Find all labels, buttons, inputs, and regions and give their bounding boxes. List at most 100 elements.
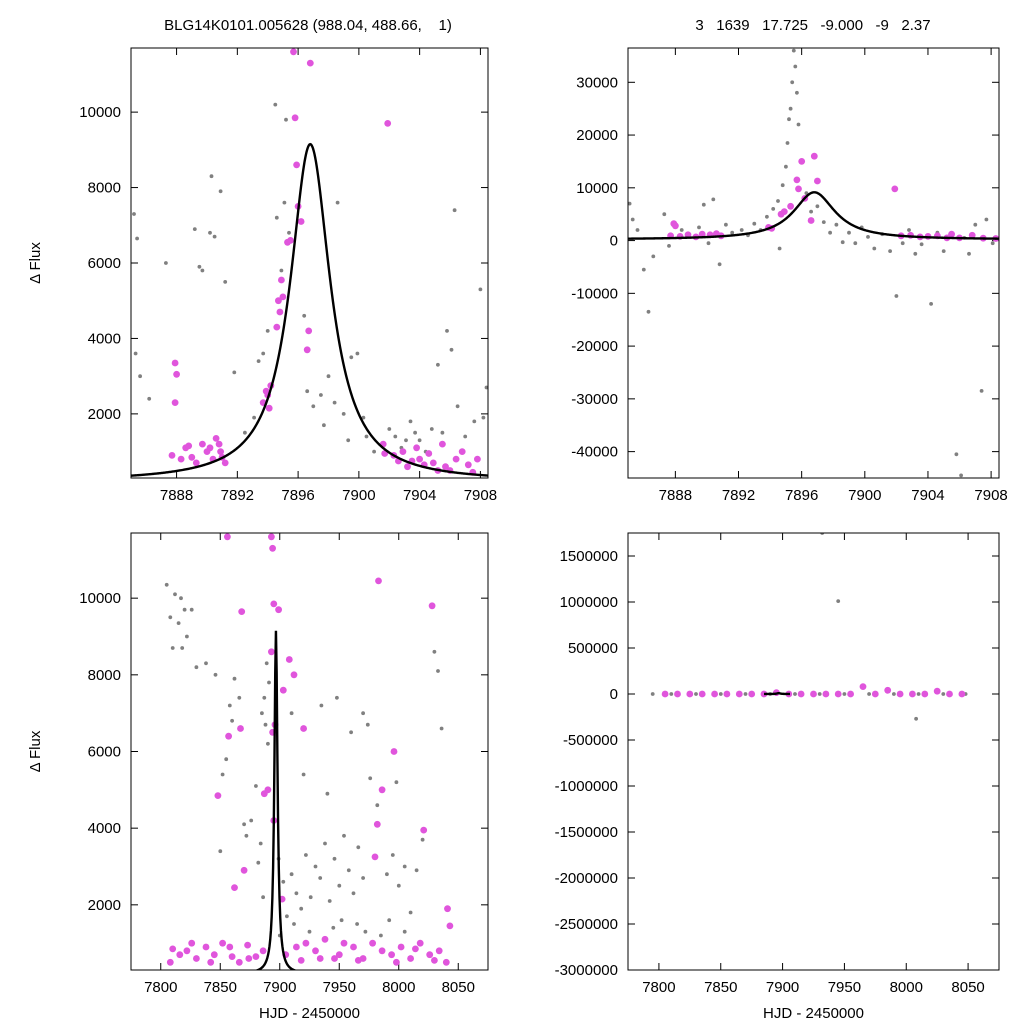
magenta-data-point <box>291 114 299 122</box>
points-group <box>628 48 999 478</box>
gray-data-point <box>954 452 959 457</box>
magenta-data-point <box>177 455 185 463</box>
gray-data-point <box>821 220 826 225</box>
gray-data-point <box>840 240 845 245</box>
y-tick-label: 2000 <box>88 406 121 423</box>
gray-data-point <box>220 772 225 777</box>
gray-data-point <box>212 234 217 239</box>
magenta-data-point <box>273 323 281 331</box>
gray-data-point <box>372 449 376 454</box>
gray-data-point <box>244 833 249 838</box>
gray-data-point <box>791 48 796 53</box>
magenta-data-point <box>193 955 200 962</box>
magenta-data-point <box>373 820 381 828</box>
gray-data-point <box>872 246 877 251</box>
gray-data-point <box>135 236 140 241</box>
magenta-data-point <box>268 533 275 541</box>
magenta-data-point <box>698 690 706 698</box>
panels-group: 2000 4000 6000 8000 10000 7888 7892 7896 7900 790… <box>27 47 1008 1022</box>
magenta-data-point <box>371 853 379 861</box>
magenta-data-point <box>822 690 830 698</box>
gray-data-point <box>361 876 365 880</box>
gray-data-point <box>776 199 780 203</box>
x-tick-label: 7904 <box>403 487 436 504</box>
x-tick-label: 7900 <box>263 979 296 996</box>
y-tick-label: -30000 <box>571 391 618 408</box>
gray-data-point <box>959 473 963 478</box>
gray-data-point <box>796 122 801 127</box>
magenta-data-point <box>444 905 451 913</box>
gray-data-point <box>335 695 339 700</box>
y-axis-label: Δ Flux <box>27 242 44 284</box>
gray-data-point <box>788 106 793 111</box>
magenta-data-point <box>388 951 395 959</box>
gray-data-point <box>170 646 175 650</box>
gray-data-point <box>346 868 351 873</box>
x-tick-label: 7900 <box>766 979 799 996</box>
magenta-data-point <box>896 690 904 698</box>
gray-data-point <box>785 141 790 145</box>
y-tick-label: 6000 <box>88 255 121 272</box>
gray-data-point <box>484 385 488 390</box>
magenta-data-point <box>173 370 181 378</box>
magenta-data-point <box>225 732 233 740</box>
magenta-data-point <box>933 687 941 695</box>
y-tick-label: 30000 <box>576 74 618 91</box>
gray-data-point <box>208 230 212 235</box>
magenta-data-point <box>226 943 234 951</box>
gray-data-point <box>429 427 434 431</box>
x-tick-label: 7900 <box>848 487 881 504</box>
gray-data-point <box>793 64 798 69</box>
gray-data-point <box>784 164 788 169</box>
panel-bottom-left: 2000 4000 6000 8000 10000 7800 7850 7900 7950 800… <box>27 532 489 1022</box>
y-tick-label: 8000 <box>88 667 121 684</box>
magenta-data-point <box>661 690 669 698</box>
gray-data-point <box>209 174 214 179</box>
y-tick-label: -1000000 <box>555 778 618 795</box>
gray-data-point <box>445 329 449 333</box>
magenta-data-point <box>192 459 200 467</box>
magenta-data-point <box>297 957 305 964</box>
model-curve <box>628 191 999 240</box>
gray-data-point <box>258 841 263 846</box>
gray-data-point <box>730 230 735 235</box>
x-tick-label: 7800 <box>642 979 675 996</box>
gray-data-point <box>711 197 716 202</box>
gray-data-point <box>481 415 486 420</box>
magenta-data-point <box>350 943 357 951</box>
magenta-data-point <box>909 690 916 698</box>
gray-data-point <box>332 856 337 861</box>
gray-data-point <box>325 791 330 796</box>
magenta-data-point <box>793 176 801 184</box>
gray-data-point <box>765 214 769 219</box>
gray-data-point <box>630 217 635 222</box>
gray-data-point <box>650 692 655 696</box>
magenta-data-point <box>199 440 206 448</box>
gray-data-point <box>237 695 242 700</box>
gray-data-point <box>472 419 477 424</box>
gray-data-point <box>322 423 326 428</box>
magenta-data-point <box>275 297 282 305</box>
magenta-data-point <box>420 826 428 834</box>
magenta-data-point <box>202 943 210 951</box>
gray-data-point <box>218 189 223 194</box>
magenta-data-point <box>426 951 434 959</box>
gray-data-point <box>304 853 308 857</box>
gray-data-point <box>793 692 797 696</box>
magenta-data-point <box>397 943 405 951</box>
magenta-data-point <box>278 276 285 284</box>
gray-data-point <box>892 692 896 696</box>
x-tick-label: 7896 <box>785 487 818 504</box>
gray-data-point <box>299 906 304 911</box>
gray-data-point <box>252 415 256 420</box>
gray-data-point <box>289 711 294 716</box>
gray-data-point <box>375 803 380 808</box>
gray-data-point <box>273 102 278 107</box>
magenta-data-point <box>168 452 176 459</box>
magenta-data-point <box>798 158 806 165</box>
magenta-data-point <box>293 943 300 951</box>
y-tick-label: 4000 <box>88 330 121 347</box>
magenta-data-point <box>300 725 307 732</box>
magenta-data-point <box>321 935 329 943</box>
gray-data-point <box>463 434 468 439</box>
